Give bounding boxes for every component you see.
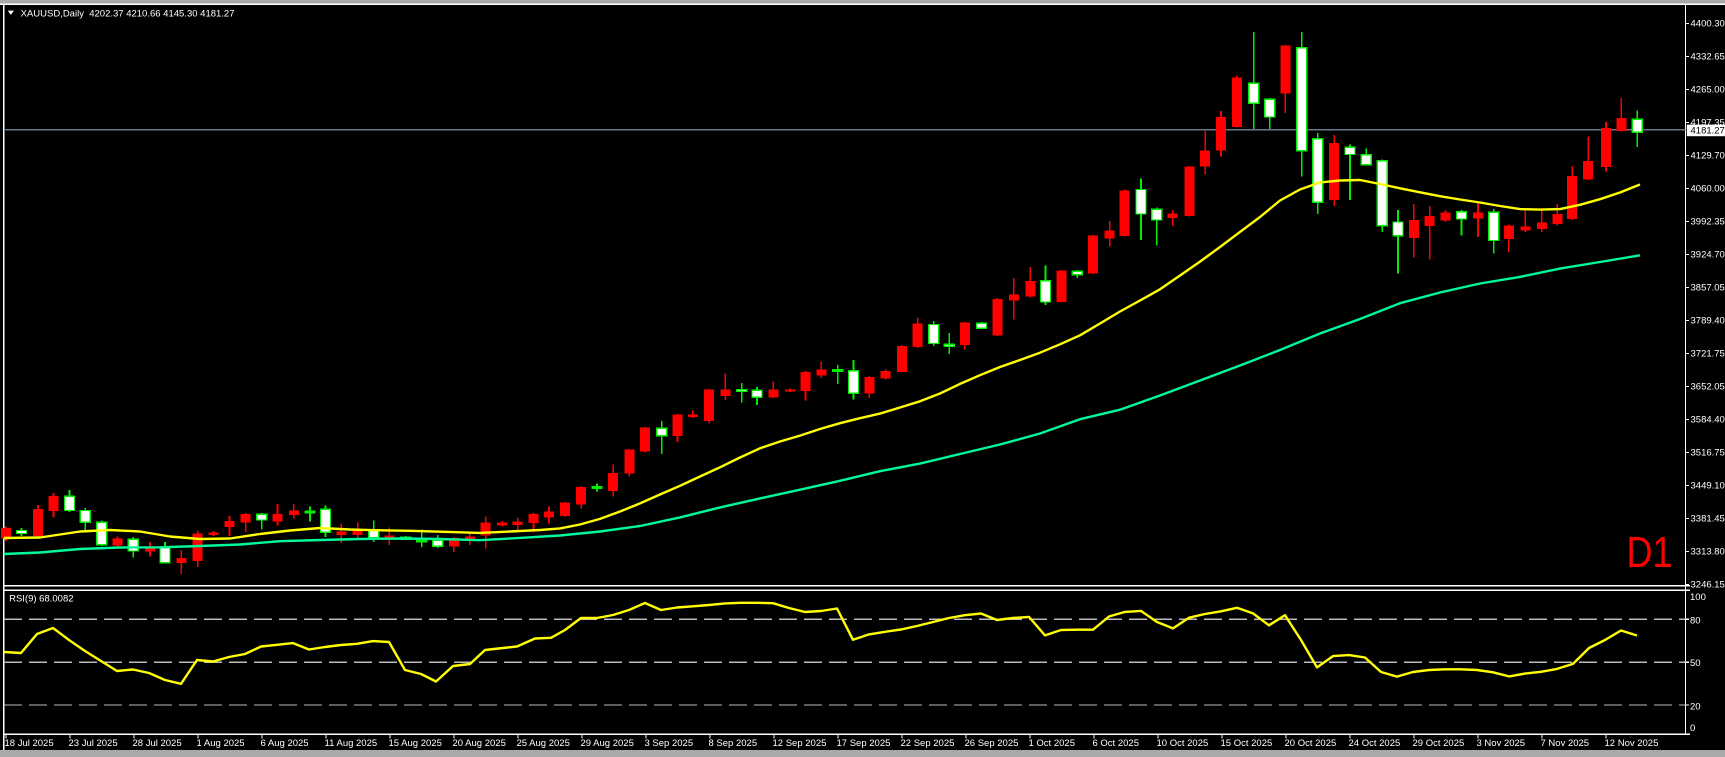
svg-text:3 Nov 2025: 3 Nov 2025	[1477, 738, 1526, 749]
svg-text:15 Oct 2025: 15 Oct 2025	[1221, 738, 1273, 749]
svg-text:20 Oct 2025: 20 Oct 2025	[1285, 738, 1337, 749]
svg-text:3313.80: 3313.80	[1691, 547, 1725, 558]
svg-text:6 Oct 2025: 6 Oct 2025	[1093, 738, 1139, 749]
svg-text:22 Sep 2025: 22 Sep 2025	[901, 738, 955, 749]
svg-text:3584.40: 3584.40	[1691, 415, 1725, 426]
svg-text:28 Jul 2025: 28 Jul 2025	[133, 738, 182, 749]
svg-text:4400.30: 4400.30	[1691, 19, 1725, 30]
svg-text:3 Sep 2025: 3 Sep 2025	[645, 738, 694, 749]
svg-text:25 Aug 2025: 25 Aug 2025	[517, 738, 570, 749]
svg-text:3857.05: 3857.05	[1691, 283, 1725, 294]
svg-text:100: 100	[1690, 592, 1706, 603]
svg-text:23 Jul 2025: 23 Jul 2025	[69, 738, 118, 749]
svg-text:8 Sep 2025: 8 Sep 2025	[709, 738, 758, 749]
svg-text:50: 50	[1690, 658, 1701, 669]
svg-text:12 Sep 2025: 12 Sep 2025	[773, 738, 827, 749]
svg-text:RSI(9) 68.0082: RSI(9) 68.0082	[9, 594, 73, 605]
svg-text:4181.27: 4181.27	[1691, 126, 1725, 137]
svg-text:4265.00: 4265.00	[1691, 85, 1725, 96]
svg-text:3246.15: 3246.15	[1691, 580, 1725, 591]
svg-text:7 Nov 2025: 7 Nov 2025	[1541, 738, 1590, 749]
svg-text:29 Oct 2025: 29 Oct 2025	[1413, 738, 1465, 749]
svg-text:17 Sep 2025: 17 Sep 2025	[837, 738, 891, 749]
svg-text:15 Aug 2025: 15 Aug 2025	[389, 738, 442, 749]
svg-text:4197.35: 4197.35	[1691, 118, 1725, 129]
svg-text:3516.75: 3516.75	[1691, 448, 1725, 459]
svg-text:24 Oct 2025: 24 Oct 2025	[1349, 738, 1401, 749]
svg-text:26 Sep 2025: 26 Sep 2025	[965, 738, 1019, 749]
svg-text:4129.70: 4129.70	[1691, 151, 1725, 162]
svg-text:11 Aug 2025: 11 Aug 2025	[325, 738, 378, 749]
svg-text:3449.10: 3449.10	[1691, 481, 1725, 492]
svg-text:10 Oct 2025: 10 Oct 2025	[1157, 738, 1209, 749]
svg-text:1 Oct 2025: 1 Oct 2025	[1029, 738, 1075, 749]
svg-text:4332.65: 4332.65	[1691, 52, 1725, 63]
svg-text:0: 0	[1690, 723, 1695, 734]
svg-text:20: 20	[1690, 702, 1701, 713]
svg-text:1 Aug 2025: 1 Aug 2025	[197, 738, 245, 749]
svg-text:4060.00: 4060.00	[1691, 184, 1725, 195]
svg-text:6 Aug 2025: 6 Aug 2025	[261, 738, 309, 749]
svg-text:3789.40: 3789.40	[1691, 316, 1725, 327]
svg-text:3721.75: 3721.75	[1691, 349, 1725, 360]
svg-text:80: 80	[1690, 616, 1701, 627]
svg-text:3924.70: 3924.70	[1691, 250, 1725, 261]
svg-text:3381.45: 3381.45	[1691, 514, 1725, 525]
svg-text:XAUUSD,Daily 4202.37 4210.66: XAUUSD,Daily 4202.37 4210.66 4145.30 418…	[21, 8, 235, 19]
svg-text:3992.35: 3992.35	[1691, 217, 1725, 228]
svg-text:29 Aug 2025: 29 Aug 2025	[581, 738, 634, 749]
svg-text:18 Jul 2025: 18 Jul 2025	[5, 738, 54, 749]
svg-text:3652.05: 3652.05	[1691, 382, 1725, 393]
svg-text:D1: D1	[1627, 528, 1673, 577]
svg-text:12 Nov 2025: 12 Nov 2025	[1605, 738, 1659, 749]
svg-text:20 Aug 2025: 20 Aug 2025	[453, 738, 506, 749]
